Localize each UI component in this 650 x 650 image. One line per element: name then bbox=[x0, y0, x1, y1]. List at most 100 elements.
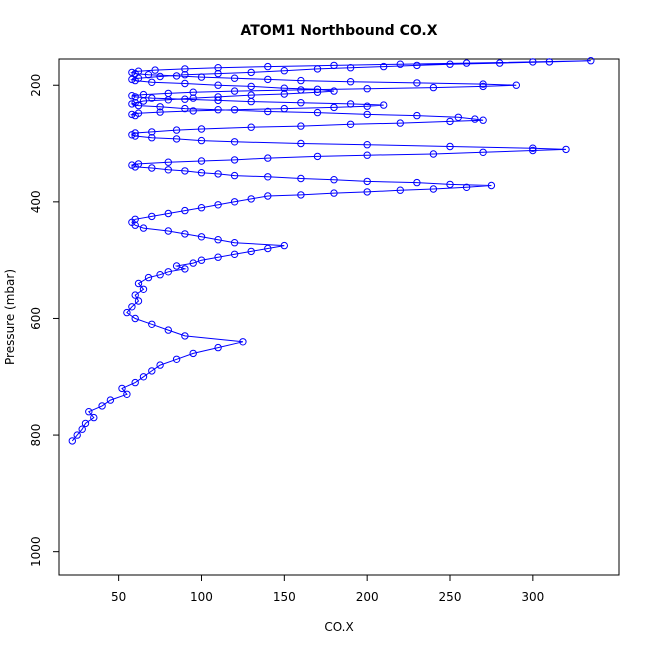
data-point bbox=[181, 206, 189, 215]
data-point bbox=[148, 320, 156, 328]
data-point bbox=[98, 402, 106, 410]
data-point bbox=[330, 61, 338, 70]
data-point bbox=[131, 129, 139, 137]
data-point bbox=[280, 90, 288, 98]
data-point bbox=[144, 71, 153, 79]
data-point bbox=[189, 259, 197, 267]
data-point bbox=[131, 378, 139, 387]
x-tick-label: 200 bbox=[356, 590, 379, 604]
y-tick-label: 200 bbox=[29, 74, 43, 97]
data-point bbox=[297, 86, 305, 94]
data-point bbox=[363, 188, 371, 196]
data-point bbox=[164, 268, 173, 276]
data-point bbox=[181, 104, 189, 113]
data-point bbox=[230, 250, 239, 259]
data-point bbox=[297, 139, 305, 148]
data-point bbox=[429, 150, 438, 158]
data-point bbox=[247, 123, 255, 131]
data-point bbox=[172, 355, 181, 363]
data-point bbox=[280, 241, 288, 250]
data-point bbox=[148, 128, 156, 136]
data-point bbox=[197, 157, 206, 165]
data-point bbox=[587, 57, 595, 65]
data-point bbox=[330, 103, 338, 112]
data-point bbox=[118, 384, 126, 393]
data-point bbox=[214, 201, 222, 209]
data-point bbox=[230, 74, 239, 82]
data-point bbox=[156, 271, 164, 279]
data-point bbox=[446, 117, 454, 126]
data-point bbox=[330, 189, 338, 197]
data-point bbox=[78, 425, 86, 433]
data-point bbox=[181, 95, 189, 103]
data-point bbox=[181, 71, 189, 79]
data-point bbox=[148, 78, 156, 87]
data-point bbox=[363, 102, 371, 110]
data-point bbox=[396, 119, 404, 127]
data-point bbox=[214, 81, 222, 89]
data-point bbox=[189, 107, 197, 115]
data-point bbox=[189, 349, 197, 358]
x-axis: 50 100 150 200 250 300 bbox=[111, 574, 544, 604]
data-point bbox=[264, 192, 272, 200]
data-point bbox=[151, 66, 159, 74]
data-point bbox=[247, 97, 255, 106]
data-point bbox=[172, 262, 181, 270]
data-point bbox=[446, 60, 454, 68]
data-point bbox=[247, 195, 255, 203]
data-point bbox=[330, 87, 338, 95]
series-line bbox=[71, 60, 591, 442]
data-point bbox=[128, 68, 136, 77]
data-point bbox=[68, 437, 77, 445]
data-point bbox=[264, 62, 272, 71]
data-point bbox=[247, 68, 255, 77]
data-point bbox=[156, 72, 164, 81]
data-point bbox=[230, 138, 239, 146]
data-point bbox=[264, 244, 272, 253]
data-point bbox=[139, 90, 148, 99]
data-point bbox=[529, 146, 537, 155]
data-point bbox=[214, 96, 222, 105]
data-point bbox=[346, 100, 355, 108]
data-point bbox=[562, 145, 570, 154]
data-point bbox=[134, 160, 143, 168]
data-point bbox=[396, 60, 404, 68]
data-point bbox=[73, 431, 81, 439]
data-point bbox=[264, 75, 272, 84]
data-point bbox=[181, 230, 189, 238]
data-point bbox=[197, 204, 206, 212]
data-point bbox=[214, 170, 222, 178]
data-point bbox=[172, 72, 181, 80]
data-point bbox=[280, 104, 288, 113]
data-point bbox=[230, 156, 239, 164]
x-tick-label: 150 bbox=[273, 590, 296, 604]
x-tick-label: 50 bbox=[111, 590, 126, 604]
data-point bbox=[264, 154, 272, 162]
data-point bbox=[413, 61, 421, 70]
data-point bbox=[363, 110, 371, 119]
data-point bbox=[131, 69, 139, 78]
data-point bbox=[164, 89, 173, 98]
data-point bbox=[128, 100, 136, 108]
data-point bbox=[413, 111, 421, 120]
x-axis-label: CO.X bbox=[324, 620, 353, 634]
data-point bbox=[413, 79, 421, 87]
data-point bbox=[139, 224, 148, 232]
y-axis: 200 400 600 800 1000 bbox=[29, 74, 60, 567]
data-point bbox=[462, 59, 471, 67]
data-point bbox=[487, 181, 496, 190]
data-point bbox=[164, 227, 173, 235]
data-point bbox=[446, 180, 454, 189]
data-point bbox=[313, 108, 322, 117]
series-layer bbox=[68, 57, 595, 445]
data-point bbox=[297, 99, 305, 107]
data-point bbox=[156, 103, 164, 111]
data-point bbox=[197, 169, 206, 177]
data-point bbox=[197, 136, 206, 145]
data-point bbox=[164, 326, 173, 334]
data-point bbox=[247, 82, 255, 91]
data-point bbox=[529, 58, 537, 66]
y-axis-label: Pressure (mbar) bbox=[3, 269, 17, 365]
data-point bbox=[131, 99, 139, 107]
